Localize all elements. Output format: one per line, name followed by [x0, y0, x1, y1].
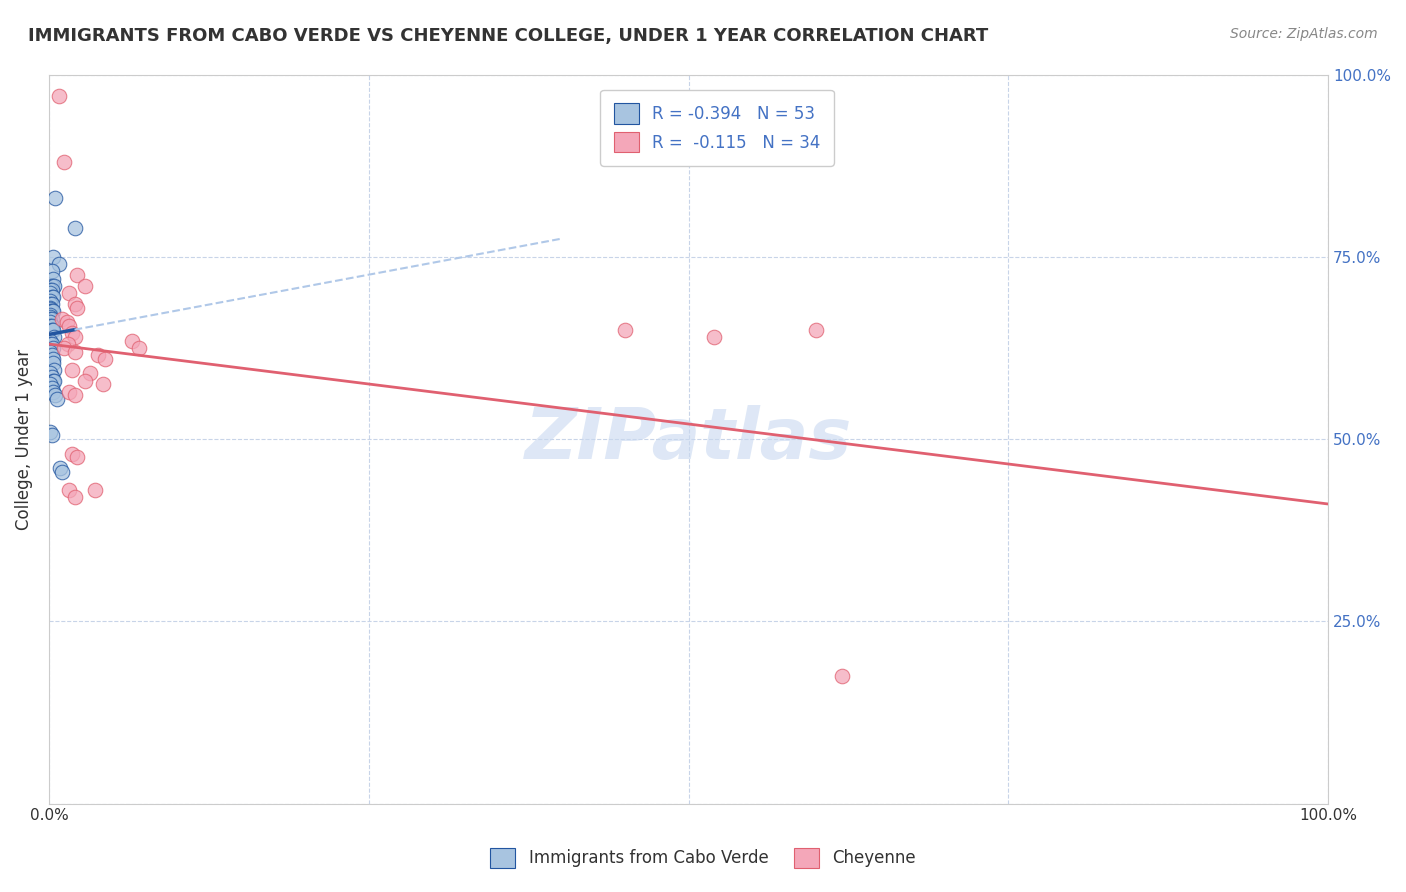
Point: [53, 155, 76, 169]
Point: [41, 323, 63, 337]
Point: [703, 330, 725, 344]
Point: [41, 304, 63, 318]
Point: [42, 323, 65, 337]
Point: [79, 367, 101, 381]
Point: [42, 271, 65, 285]
Point: [48, 89, 70, 103]
Point: [39, 319, 62, 334]
Point: [63, 344, 86, 359]
Point: [39, 293, 62, 308]
Y-axis label: College, Under 1 year: College, Under 1 year: [15, 349, 32, 530]
Point: [41, 381, 63, 395]
Point: [42, 374, 65, 388]
Point: [42, 355, 65, 369]
Point: [41, 297, 63, 311]
Point: [121, 334, 143, 348]
Point: [63, 330, 86, 344]
Point: [60, 447, 83, 461]
Point: [41, 428, 63, 442]
Point: [39, 283, 62, 297]
Point: [42, 304, 65, 318]
Point: [39, 367, 62, 381]
Point: [39, 425, 62, 439]
Point: [39, 334, 62, 348]
Point: [60, 326, 83, 341]
Point: [41, 370, 63, 384]
Point: [94, 351, 117, 366]
Point: [60, 363, 83, 377]
Point: [66, 301, 89, 315]
Point: [39, 308, 62, 322]
Point: [53, 341, 76, 355]
Point: [73, 374, 96, 388]
Point: [39, 344, 62, 359]
Point: [39, 286, 62, 301]
Point: [91, 377, 114, 392]
Point: [41, 283, 63, 297]
Point: [39, 377, 62, 392]
Point: [58, 483, 80, 497]
Point: [42, 363, 65, 377]
Point: [44, 388, 66, 402]
Point: [39, 315, 62, 329]
Point: [63, 220, 86, 235]
Point: [42, 330, 65, 344]
Point: [58, 286, 80, 301]
Point: [63, 297, 86, 311]
Point: [39, 297, 62, 311]
Point: [56, 337, 79, 351]
Point: [42, 374, 65, 388]
Point: [63, 388, 86, 402]
Point: [41, 348, 63, 362]
Point: [63, 491, 86, 505]
Point: [42, 341, 65, 355]
Point: [48, 257, 70, 271]
Point: [39, 304, 62, 318]
Point: [73, 279, 96, 293]
Point: [128, 341, 150, 355]
Point: [613, 323, 636, 337]
Point: [45, 392, 67, 406]
Legend: Immigrants from Cabo Verde, Cheyenne: Immigrants from Cabo Verde, Cheyenne: [484, 841, 922, 875]
Point: [42, 250, 65, 264]
Point: [41, 311, 63, 326]
Point: [41, 290, 63, 304]
Text: Source: ZipAtlas.com: Source: ZipAtlas.com: [1230, 27, 1378, 41]
Point: [42, 279, 65, 293]
Point: [86, 348, 108, 362]
Point: [39, 310, 62, 324]
Point: [806, 323, 828, 337]
Point: [84, 483, 107, 497]
Point: [41, 337, 63, 351]
Point: [49, 461, 72, 475]
Point: [39, 311, 62, 326]
Point: [44, 191, 66, 205]
Point: [41, 264, 63, 278]
Point: [831, 669, 853, 683]
Text: ZIPatlas: ZIPatlas: [524, 405, 852, 474]
Point: [56, 315, 79, 329]
Point: [39, 302, 62, 317]
Point: [51, 311, 73, 326]
Point: [58, 384, 80, 399]
Point: [39, 301, 62, 315]
Point: [41, 319, 63, 334]
Point: [66, 268, 89, 282]
Point: [39, 337, 62, 351]
Point: [41, 279, 63, 293]
Point: [58, 319, 80, 334]
Legend: R = -0.394   N = 53, R =  -0.115   N = 34: R = -0.394 N = 53, R = -0.115 N = 34: [600, 90, 834, 166]
Point: [51, 465, 73, 479]
Point: [42, 290, 65, 304]
Point: [66, 450, 89, 465]
Text: IMMIGRANTS FROM CABO VERDE VS CHEYENNE COLLEGE, UNDER 1 YEAR CORRELATION CHART: IMMIGRANTS FROM CABO VERDE VS CHEYENNE C…: [28, 27, 988, 45]
Point: [42, 384, 65, 399]
Point: [42, 351, 65, 366]
